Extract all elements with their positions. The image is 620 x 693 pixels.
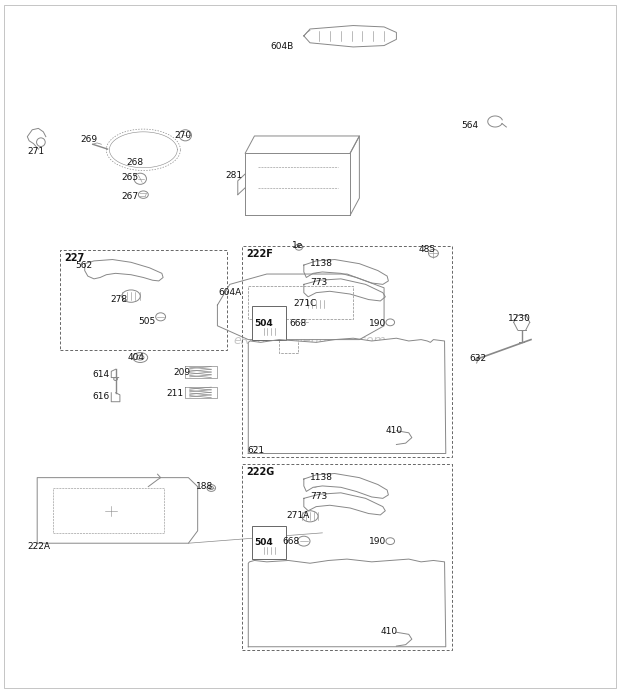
Polygon shape [85,260,163,281]
Text: 190: 190 [369,319,386,328]
Text: 773: 773 [310,493,327,502]
Text: 1138: 1138 [310,259,333,268]
Text: 211: 211 [166,389,184,398]
Text: 270: 270 [174,131,192,140]
Text: 278: 278 [110,295,127,304]
Bar [53,488,164,533]
Polygon shape [304,473,388,498]
Polygon shape [218,274,384,340]
Text: 222G: 222G [246,466,275,477]
Text: 271: 271 [27,147,45,156]
Text: 614: 614 [93,369,110,378]
Polygon shape [245,153,350,216]
Text: 505: 505 [138,317,156,326]
Bar [242,247,452,457]
Text: 564: 564 [461,121,479,130]
Polygon shape [304,493,385,515]
Bar [60,250,227,350]
Text: 668: 668 [282,536,299,545]
Polygon shape [248,338,446,453]
Text: 190: 190 [369,536,386,545]
Text: 222A: 222A [27,542,50,551]
Text: 604B: 604B [270,42,293,51]
Text: 604A: 604A [219,288,242,297]
Polygon shape [304,26,396,47]
Text: 504: 504 [254,538,273,547]
Text: 404: 404 [127,353,144,362]
Polygon shape [304,279,385,301]
Text: 271C: 271C [293,299,317,308]
Polygon shape [248,559,446,647]
Text: 632: 632 [469,354,486,363]
Polygon shape [350,136,360,216]
Text: 281: 281 [225,171,242,179]
Text: 1e: 1e [291,240,303,249]
Text: eReplacementParts.com: eReplacementParts.com [234,335,386,347]
Text: 271A: 271A [286,511,310,520]
Text: 209: 209 [173,367,190,376]
Text: 621: 621 [247,446,264,455]
Text: 227: 227 [64,253,84,263]
Polygon shape [245,136,360,153]
Text: 269: 269 [81,135,97,144]
Text: 1138: 1138 [310,473,333,482]
Text: 485: 485 [418,245,436,254]
Text: 773: 773 [310,279,327,288]
Text: 616: 616 [93,392,110,401]
Text: 668: 668 [290,319,307,328]
Bar [252,526,286,559]
Polygon shape [304,260,388,284]
Polygon shape [37,477,198,543]
Text: 1230: 1230 [508,315,530,324]
Bar [242,464,452,650]
Text: 562: 562 [76,261,92,270]
Bar [252,306,286,340]
Text: 265: 265 [122,173,139,182]
Text: 267: 267 [122,191,139,200]
Text: 222F: 222F [246,249,273,259]
Text: 188: 188 [196,482,213,491]
Text: 410: 410 [381,627,398,636]
Text: 504: 504 [254,319,273,328]
Text: 268: 268 [126,159,144,168]
Text: 410: 410 [385,426,402,435]
